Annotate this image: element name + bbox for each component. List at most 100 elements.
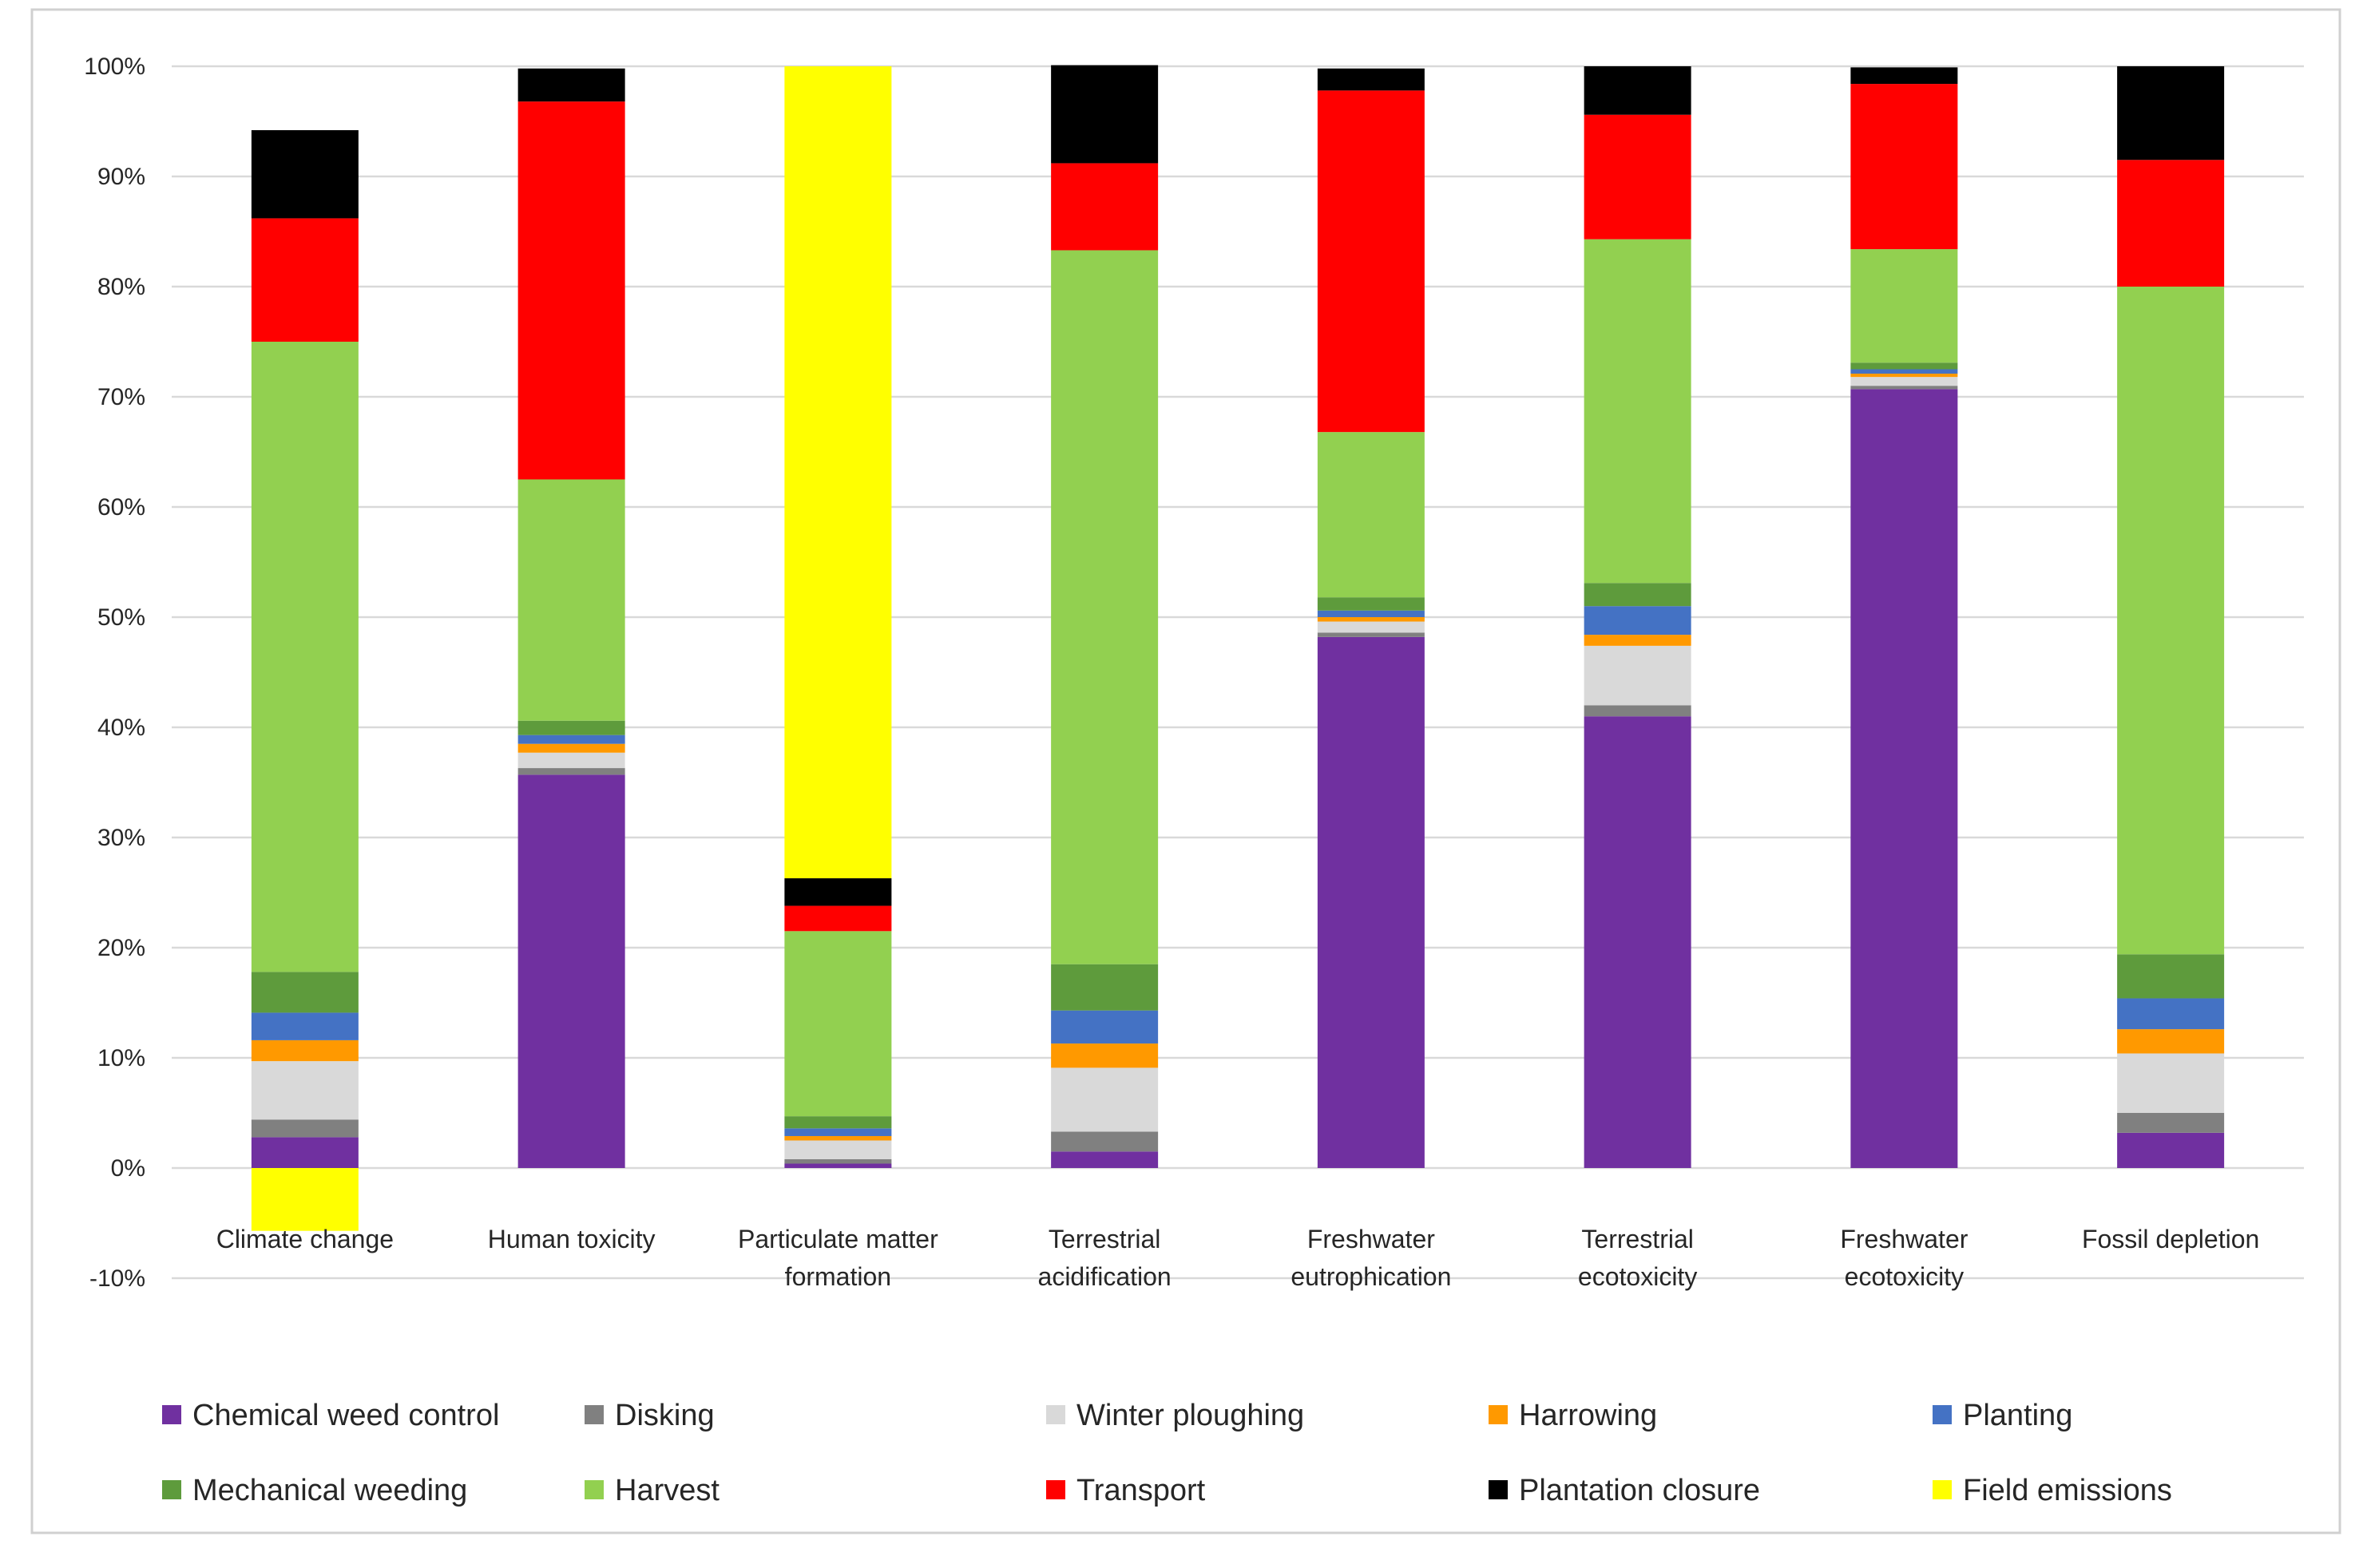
bar-segment-planting-terrestrial-ecotoxicity (1584, 606, 1691, 636)
legend-item-planting: Planting (1933, 1399, 2072, 1432)
y-tick-label: 80% (97, 274, 145, 300)
bar-segment-planting-terrestrial-acidification (1051, 1010, 1159, 1044)
legend-swatch (1046, 1405, 1065, 1424)
category-label-particulate-matter-formation: Particulate matter formation (738, 1225, 938, 1291)
bar-segment-chemical-weed-control-freshwater-ecotoxicity (1850, 389, 1958, 1169)
bar-segment-harvest-human-toxicity (517, 479, 625, 721)
y-tick-label: 60% (97, 494, 145, 521)
bar-segment-plantation-closure-climate-change (251, 130, 359, 219)
legend-item-harvest: Harvest (585, 1474, 720, 1507)
bar-segment-plantation-closure-fossil-depletion (2117, 66, 2225, 160)
legend-label: Field emissions (1963, 1474, 2172, 1507)
y-tick-label: 10% (97, 1045, 145, 1071)
bar-segment-winter-ploughing-terrestrial-ecotoxicity (1584, 645, 1691, 706)
bar-segment-chemical-weed-control-climate-change (251, 1137, 359, 1168)
bar-segment-transport-terrestrial-ecotoxicity (1584, 114, 1691, 240)
legend-label: Chemical weed control (192, 1399, 499, 1432)
legend-swatch (1489, 1405, 1508, 1424)
legend-swatch (1933, 1405, 1952, 1424)
bar-segment-mechanical-weeding-freshwater-eutrophication (1317, 597, 1425, 611)
bar-segment-disking-terrestrial-acidification (1051, 1131, 1159, 1152)
category-label-terrestrial-acidification: Terrestrial acidification (1038, 1225, 1172, 1291)
bar-segment-winter-ploughing-freshwater-ecotoxicity (1850, 377, 1958, 386)
bar-segment-planting-fossil-depletion (2117, 998, 2225, 1030)
bar-segment-plantation-closure-terrestrial-ecotoxicity (1584, 66, 1691, 115)
y-tick-label: 90% (97, 164, 145, 190)
bar-segment-planting-human-toxicity (517, 735, 625, 744)
bar-segment-chemical-weed-control-terrestrial-ecotoxicity (1584, 716, 1691, 1168)
y-tick-label: 30% (97, 825, 145, 851)
legend-label: Harrowing (1519, 1399, 1657, 1432)
legend-label: Winter ploughing (1076, 1399, 1304, 1432)
bar-segment-transport-freshwater-eutrophication (1317, 90, 1425, 433)
bar-segment-harrowing-climate-change (251, 1039, 359, 1062)
legend-swatch (162, 1480, 181, 1499)
y-tick-label: 50% (97, 604, 145, 631)
y-tick-label: -10% (89, 1265, 145, 1292)
bar-segment-chemical-weed-control-fossil-depletion (2117, 1132, 2225, 1168)
bar-segment-harvest-particulate-matter-formation (784, 931, 892, 1117)
bar-segment-winter-ploughing-terrestrial-acidification (1051, 1067, 1159, 1132)
bar-segment-mechanical-weeding-human-toxicity (517, 720, 625, 735)
legend-item-harrowing: Harrowing (1489, 1399, 1657, 1432)
bar-segment-mechanical-weeding-freshwater-ecotoxicity (1850, 362, 1958, 370)
y-tick-label: 70% (97, 384, 145, 410)
bar-segment-harrowing-particulate-matter-formation (784, 1135, 892, 1141)
bar-segment-mechanical-weeding-fossil-depletion (2117, 954, 2225, 999)
bar-segment-mechanical-weeding-terrestrial-ecotoxicity (1584, 583, 1691, 607)
legend-label: Transport (1076, 1474, 1206, 1507)
bar-segment-planting-freshwater-ecotoxicity (1850, 369, 1958, 374)
bar-segment-planting-climate-change (251, 1012, 359, 1040)
gridlines (172, 65, 2304, 1280)
category-label-climate-change: Climate change (216, 1225, 394, 1253)
legend-swatch (1933, 1480, 1952, 1499)
bar-segment-chemical-weed-control-particulate-matter-formation (784, 1163, 892, 1168)
bar-segment-plantation-closure-particulate-matter-formation (784, 878, 892, 906)
bar-segment-disking-climate-change (251, 1119, 359, 1138)
bar-segment-winter-ploughing-particulate-matter-formation (784, 1140, 892, 1159)
bar-segment-transport-terrestrial-acidification (1051, 163, 1159, 251)
bar-segment-plantation-closure-human-toxicity (517, 68, 625, 102)
legend-swatch (1046, 1480, 1065, 1499)
bar-segment-transport-particulate-matter-formation (784, 905, 892, 932)
legend-item-plantation-closure: Plantation closure (1489, 1474, 1760, 1507)
bar-segment-chemical-weed-control-human-toxicity (517, 774, 625, 1168)
y-tick-label: 0% (111, 1155, 145, 1182)
bar-segment-harvest-freshwater-ecotoxicity (1850, 249, 1958, 363)
legend-item-disking: Disking (585, 1399, 715, 1432)
bar-segment-harvest-terrestrial-acidification (1051, 250, 1159, 964)
bar-segment-disking-freshwater-ecotoxicity (1850, 386, 1958, 390)
bar-segment-harvest-terrestrial-ecotoxicity (1584, 239, 1691, 584)
bar-segment-harvest-climate-change (251, 342, 359, 972)
bar-segment-harrowing-freshwater-ecotoxicity (1850, 374, 1958, 378)
bar-segment-transport-human-toxicity (517, 101, 625, 480)
bar-segment-plantation-closure-freshwater-eutrophication (1317, 68, 1425, 91)
bar-segment-disking-freshwater-eutrophication (1317, 632, 1425, 637)
bar-segment-transport-climate-change (251, 218, 359, 342)
bar-segment-disking-particulate-matter-formation (784, 1158, 892, 1164)
legend-item-winter-ploughing: Winter ploughing (1046, 1399, 1304, 1432)
bar-segment-winter-ploughing-climate-change (251, 1061, 359, 1120)
legend-swatch (1489, 1480, 1508, 1499)
bar-segment-harvest-freshwater-eutrophication (1317, 432, 1425, 598)
legend-label: Harvest (615, 1474, 720, 1507)
y-tick-label: 40% (97, 715, 145, 741)
bar-segment-harrowing-fossil-depletion (2117, 1029, 2225, 1054)
bar-segment-field-emissions-climate-change (251, 1168, 359, 1231)
bar-segment-chemical-weed-control-terrestrial-acidification (1051, 1151, 1159, 1168)
bar-segment-planting-freshwater-eutrophication (1317, 610, 1425, 617)
legend-swatch (585, 1480, 604, 1499)
category-label-terrestrial-ecotoxicity: Terrestrial ecotoxicity (1578, 1225, 1697, 1291)
legend-label: Plantation closure (1519, 1474, 1760, 1507)
bar-segment-field-emissions-particulate-matter-formation (784, 66, 892, 879)
legend-label: Disking (615, 1399, 715, 1432)
bar-segment-harrowing-terrestrial-acidification (1051, 1043, 1159, 1068)
bar-segment-disking-terrestrial-ecotoxicity (1584, 705, 1691, 717)
bar-segment-disking-human-toxicity (517, 768, 625, 775)
legend-item-chemical-weed-control: Chemical weed control (162, 1399, 499, 1432)
legend-swatch (162, 1405, 181, 1424)
y-tick-label: 100% (84, 53, 145, 80)
legend-swatch (585, 1405, 604, 1424)
category-label-fossil-depletion: Fossil depletion (2082, 1225, 2259, 1253)
